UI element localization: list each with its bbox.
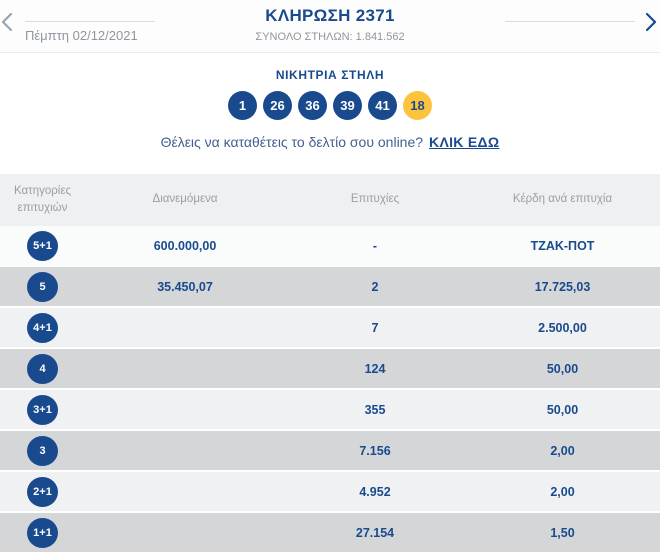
winners-cell: 7.156: [359, 443, 391, 458]
table-row-4: 4 124 50,00: [0, 349, 660, 390]
table-row-3: 3 7.156 2,00: [0, 431, 660, 472]
col-header-prize: Κέρδη ανά επιτυχία: [512, 193, 613, 206]
col-header-distributed: Διανεμόμενα: [152, 193, 218, 206]
chevron-right-icon: [645, 12, 657, 32]
draw-date: Πέμπτη 02/12/2021: [25, 28, 138, 43]
distributed-cell: 35.450,07: [157, 279, 213, 294]
category-cell: 5+1: [0, 230, 85, 261]
col-header-winners: Επιτυχίες: [350, 193, 400, 206]
category-badge: 3: [27, 435, 58, 466]
table-row-2plus1: 2+1 4.952 2,00: [0, 472, 660, 513]
distributed-cell: 600.000,00: [153, 238, 217, 253]
results-table: Κατηγορίες επιτυχιών Διανεμόμενα Επιτυχί…: [0, 174, 660, 554]
prize-cell: 1,50: [550, 525, 575, 540]
next-draw-button[interactable]: [644, 12, 658, 32]
col-header-categories: Κατηγορίες επιτυχιών: [13, 184, 72, 214]
prize-cell: 50,00: [546, 361, 579, 376]
winning-number-ball: 36: [298, 91, 327, 120]
online-cta: Θέλεις να καταθέτεις το δελτίο σου onlin…: [0, 134, 660, 150]
total-columns-label: ΣΥΝΟΛΟ ΣΤΗΛΩΝ: 1.841.562: [255, 31, 405, 43]
winners-cell: -: [372, 238, 378, 253]
bonus-number-ball: 18: [403, 91, 432, 120]
category-badge: 5+1: [27, 230, 58, 261]
prize-cell: 50,00: [546, 402, 579, 417]
category-badge: 2+1: [27, 476, 58, 507]
table-header-row: Κατηγορίες επιτυχιών Διανεμόμενα Επιτυχί…: [0, 174, 660, 226]
category-cell: 4+1: [0, 312, 85, 343]
prize-cell: 2.500,00: [538, 320, 587, 335]
winners-cell: 7: [371, 320, 379, 335]
category-cell: 5: [0, 271, 85, 302]
chevron-left-icon: [1, 12, 13, 32]
winning-column-section: ΝΙΚΗΤΡΙΑ ΣΤΗΛΗ 1 26 36 39 41 18 Θέλεις ν…: [0, 53, 660, 150]
winning-numbers: 1 26 36 39 41 18: [0, 91, 660, 120]
category-cell: 3+1: [0, 394, 85, 425]
category-cell: 3: [0, 435, 85, 466]
category-badge: 3+1: [27, 394, 58, 425]
category-badge: 5: [27, 271, 58, 302]
divider-line-left: [25, 21, 155, 22]
click-here-link[interactable]: ΚΛΙΚ ΕΔΩ: [429, 134, 500, 150]
prize-cell: 17.725,03: [534, 279, 591, 294]
winners-cell: 355: [364, 402, 386, 417]
draw-title: ΚΛΗΡΩΣΗ 2371: [265, 6, 395, 25]
prize-cell: ΤΖΑΚ-ΠΟΤ: [530, 238, 595, 253]
category-cell: 2+1: [0, 476, 85, 507]
table-row-1plus1: 1+1 27.154 1,50: [0, 513, 660, 554]
table-row-5plus1: 5+1 600.000,00 - ΤΖΑΚ-ΠΟΤ: [0, 226, 660, 267]
cta-text: Θέλεις να καταθέτεις το δελτίο σου onlin…: [160, 134, 424, 150]
table-row-3plus1: 3+1 355 50,00: [0, 390, 660, 431]
winners-cell: 27.154: [355, 525, 395, 540]
prize-cell: 2,00: [550, 484, 575, 499]
winning-number-ball: 39: [333, 91, 362, 120]
winners-cell: 4.952: [359, 484, 391, 499]
category-badge: 4: [27, 353, 58, 384]
winners-cell: 124: [364, 361, 386, 376]
prize-cell: 2,00: [550, 443, 575, 458]
winning-number-ball: 1: [228, 91, 257, 120]
winning-number-ball: 41: [368, 91, 397, 120]
winners-cell: 2: [371, 279, 379, 294]
category-cell: 1+1: [0, 517, 85, 548]
table-row-4plus1: 4+1 7 2.500,00: [0, 308, 660, 349]
previous-draw-button[interactable]: [0, 12, 14, 32]
divider-line-right: [505, 21, 635, 22]
draw-navigation: Πέμπτη 02/12/2021 ΚΛΗΡΩΣΗ 2371 ΣΥΝΟΛΟ ΣΤ…: [0, 0, 660, 53]
category-cell: 4: [0, 353, 85, 384]
winning-column-label: ΝΙΚΗΤΡΙΑ ΣΤΗΛΗ: [275, 68, 385, 82]
draw-header: ΚΛΗΡΩΣΗ 2371 ΣΥΝΟΛΟ ΣΤΗΛΩΝ: 1.841.562: [160, 6, 500, 43]
category-badge: 4+1: [27, 312, 58, 343]
winning-number-ball: 26: [263, 91, 292, 120]
category-badge: 1+1: [27, 517, 58, 548]
table-row-5: 5 35.450,07 2 17.725,03: [0, 267, 660, 308]
